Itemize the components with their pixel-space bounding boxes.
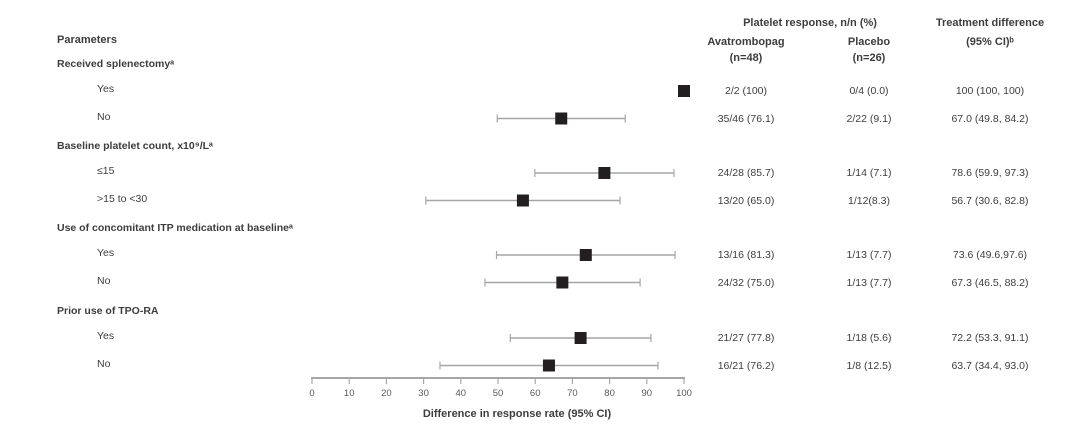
x-axis-tick-label: 80 <box>604 388 615 399</box>
row-value-avatrombopag: 16/21 (76.2) <box>717 359 775 372</box>
parameters-column-header: Parameters <box>57 34 117 46</box>
x-axis-tick-label: 40 <box>456 388 467 399</box>
x-axis-tick-label: 50 <box>493 388 504 399</box>
x-axis-tick-label: 100 <box>676 388 692 399</box>
row-value-placebo: 0/4 (0.0) <box>849 85 889 97</box>
row-value-avatrombopag: 21/27 (77.8) <box>717 332 775 344</box>
row-value-placebo: 1/12(8.3) <box>847 194 891 207</box>
row-value-placebo: 2/22 (9.1) <box>846 112 892 125</box>
row-label: No <box>97 274 111 287</box>
row-value-avatrombopag: 24/28 (85.7) <box>717 167 775 179</box>
row-value-placebo: 1/18 (5.6) <box>846 332 892 344</box>
row-value-difference: 73.6 (49.6,97.6) <box>952 249 1028 261</box>
row-value-placebo: 1/13 (7.7) <box>846 276 892 289</box>
avatrombopag-n-label: (n=48) <box>729 52 763 64</box>
row-value-difference: 100 (100, 100) <box>955 85 1025 97</box>
platelet-response-group-header: Platelet response, n/n (%) <box>743 17 877 29</box>
x-axis-tick-label: 20 <box>381 388 392 399</box>
row-value-avatrombopag: 13/20 (65.0) <box>717 194 775 207</box>
avatrombopag-column-header: Avatrombopag <box>707 36 785 48</box>
group-label: Prior use of TPO-RA <box>57 305 159 317</box>
x-axis-tick-label: 70 <box>567 388 578 399</box>
point-estimate-marker <box>556 276 569 289</box>
row-label: Yes <box>97 330 115 342</box>
row-value-difference: 67.0 (49.8, 84.2) <box>951 112 1029 125</box>
row-value-difference: 78.6 (59.9, 97.3) <box>951 167 1029 179</box>
row-value-avatrombopag: 13/16 (81.3) <box>717 249 775 261</box>
group-label: Received splenectomyᵃ <box>57 58 175 70</box>
row-label: Yes <box>97 83 115 95</box>
treatment-difference-ci-label: (95% CI)ᵇ <box>966 36 1014 48</box>
group-label: Baseline platelet count, x10⁹/Lᵃ <box>57 140 213 152</box>
x-axis-tick-label: 0 <box>309 388 314 399</box>
x-axis-tick-label: 30 <box>418 388 429 399</box>
x-axis-tick-label: 60 <box>530 388 541 399</box>
row-value-difference: 67.3 (46.5, 88.2) <box>951 276 1029 289</box>
point-estimate-marker <box>598 167 611 179</box>
placebo-n-label: (n=26) <box>852 52 886 64</box>
row-value-avatrombopag: 2/2 (100) <box>724 85 768 97</box>
row-value-difference: 72.2 (53.3, 91.1) <box>951 332 1029 344</box>
row-label: Yes <box>97 247 115 259</box>
row-label: No <box>97 357 111 370</box>
group-label: Use of concomitant ITP medication at bas… <box>57 222 293 234</box>
row-value-difference: 56.7 (30.6, 82.8) <box>951 194 1029 207</box>
x-axis-tick-label: 90 <box>642 388 653 399</box>
row-value-placebo: 1/8 (12.5) <box>846 359 892 372</box>
point-estimate-marker <box>555 112 568 125</box>
placebo-column-header: Placebo <box>847 36 891 48</box>
point-estimate-marker <box>516 194 529 207</box>
point-estimate-marker <box>678 85 690 97</box>
point-estimate-marker <box>579 249 592 261</box>
treatment-difference-column-header: Treatment difference <box>935 17 1045 29</box>
row-value-placebo: 1/13 (7.7) <box>846 249 892 261</box>
row-value-difference: 63.7 (34.4, 93.0) <box>951 359 1029 372</box>
row-value-avatrombopag: 24/32 (75.0) <box>717 276 775 289</box>
point-estimate-marker <box>542 359 555 372</box>
row-label: >15 to <30 <box>97 192 148 205</box>
point-estimate-marker <box>574 332 587 344</box>
row-value-placebo: 1/14 (7.1) <box>846 167 892 179</box>
row-label: No <box>97 110 111 123</box>
x-axis-title: Difference in response rate (95% CI) <box>422 408 612 420</box>
x-axis-tick-label: 10 <box>344 388 355 399</box>
row-label: ≤15 <box>97 165 115 177</box>
row-value-avatrombopag: 35/46 (76.1) <box>717 112 775 125</box>
